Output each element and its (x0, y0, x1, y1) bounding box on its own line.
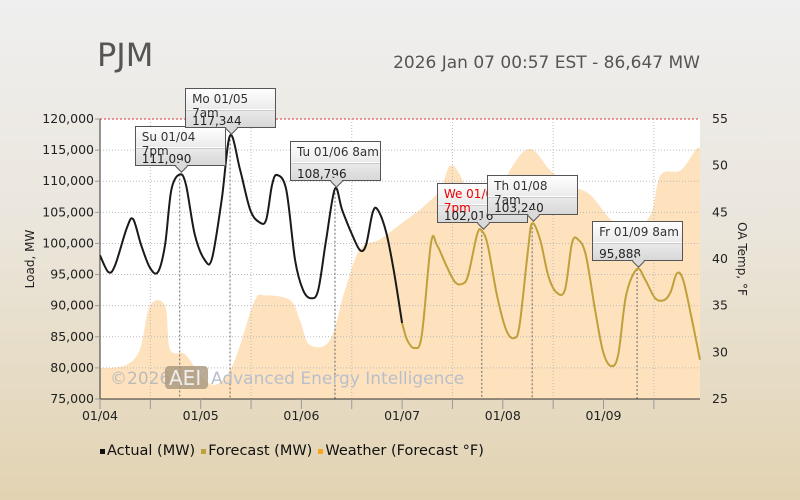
x-tick-label: 01/06 (283, 408, 319, 423)
y2-tick-label: 55 (712, 111, 728, 126)
x-tick-label: 01/09 (585, 408, 621, 423)
y-axis-label: Load, MW (23, 230, 37, 289)
legend-label: Actual (MW) (107, 443, 196, 459)
y-tick-label: 90,000 (50, 298, 94, 313)
current-load-status: 2026 Jan 07 00:57 EST - 86,647 MW (393, 53, 700, 73)
actual-line (99, 134, 404, 324)
y-tick-label: 120,000 (42, 111, 94, 126)
legend: Actual (MW) Forecast (MW) Weather (Forecas… (100, 443, 484, 459)
callout-time: Th 01/08 7am (488, 176, 578, 207)
y-tick-label: 95,000 (50, 267, 94, 282)
peak-callout: Fr 01/09 8am 95,888 (592, 221, 684, 268)
watermark-logo: AEI (169, 366, 201, 390)
x-tick-label: 01/05 (183, 408, 219, 423)
legend-swatch (201, 448, 207, 454)
y-tick-label: 75,000 (50, 391, 94, 406)
legend-item[interactable]: Forecast (MW) (201, 443, 312, 459)
forecast-line (401, 222, 701, 368)
watermark: ©2026 AEI Advanced Energy Intelligence (110, 366, 464, 390)
x-tick-label: 01/08 (485, 408, 521, 423)
y-tick-label: 100,000 (42, 235, 94, 250)
legend-item[interactable]: Weather (Forecast °F) (318, 443, 484, 459)
callout-value: 95,888 (599, 247, 642, 262)
y2-tick-label: 25 (712, 391, 728, 406)
legend-label: Weather (Forecast °F) (325, 443, 484, 459)
peak-callout: Th 01/08 7am 103,240 (487, 175, 579, 223)
y2-axis-label: OA Temp, °F (735, 222, 749, 296)
callout-time: Mo 01/05 7am (186, 89, 276, 120)
watermark-company: Advanced Energy Intelligence (211, 369, 464, 389)
y2-tick-label: 50 (712, 158, 728, 173)
peak-callout: Su 01/04 7pm 111,090 (134, 126, 226, 174)
y-tick-label: 105,000 (42, 204, 94, 219)
y-tick-label: 110,000 (42, 173, 94, 188)
callout-time: We 01/07 7pm (437, 184, 527, 215)
page-title: PJM (97, 36, 154, 74)
peak-callout: Tu 01/06 8am 108,796 (289, 140, 381, 188)
y2-tick-label: 30 (712, 344, 728, 359)
legend-label: Forecast (MW) (208, 443, 313, 459)
y-tick-label: 85,000 (50, 329, 94, 344)
callout-time: Fr 01/09 8am (593, 222, 683, 244)
legend-swatch (318, 448, 324, 454)
legend-swatch (100, 448, 105, 454)
y-tick-label: 115,000 (42, 142, 94, 157)
callout-time: Tu 01/06 8am (290, 142, 380, 163)
y2-tick-label: 35 (712, 298, 728, 313)
watermark-copyright: ©2026 (110, 369, 170, 389)
aei-logo (165, 366, 208, 389)
y2-tick-label: 40 (712, 251, 728, 266)
peak-callout: Mo 01/05 7am 117,344 (185, 87, 277, 135)
y2-tick-label: 45 (712, 204, 728, 219)
callout-time: Su 01/04 7pm (135, 127, 225, 158)
y-tick-label: 80,000 (50, 360, 94, 375)
legend-item[interactable]: Actual (MW) (100, 443, 195, 459)
x-tick-label: 01/07 (384, 408, 420, 423)
x-tick-label: 01/04 (82, 408, 118, 423)
